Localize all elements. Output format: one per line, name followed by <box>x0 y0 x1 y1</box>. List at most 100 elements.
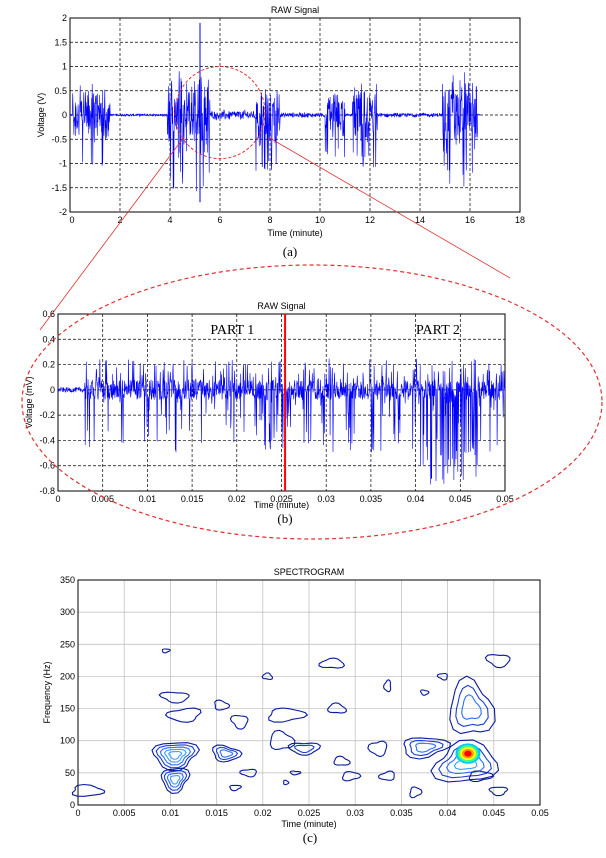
contour-line <box>318 657 346 669</box>
contour-line <box>166 772 184 788</box>
x-tick-label: 12 <box>365 215 375 225</box>
y-tick-label: 150 <box>60 704 75 714</box>
x-tick-label: 16 <box>465 215 475 225</box>
y-tick-label: -2 <box>59 207 67 217</box>
y-tick-label: 300 <box>60 607 75 617</box>
x-tick-label: 18 <box>515 215 525 225</box>
contour-line <box>229 714 249 730</box>
y-tick-label: -1 <box>59 159 67 169</box>
x-tick-label: 0.02 <box>254 808 272 818</box>
contour-line <box>163 770 188 791</box>
y-tick-label: -0.4 <box>39 435 55 445</box>
plot-frame <box>77 579 541 806</box>
contour-line <box>461 694 482 720</box>
contour-line <box>212 744 243 763</box>
contour-line <box>239 768 257 778</box>
y-tick-label: 0 <box>70 800 75 810</box>
figure-caption: (b) <box>277 511 292 526</box>
contour-line <box>159 746 192 766</box>
x-tick-label: 4 <box>167 215 172 225</box>
y-tick-label: -0.8 <box>39 486 55 496</box>
x-tick-label: 0.04 <box>407 494 425 504</box>
contour-line <box>484 654 511 669</box>
y-tick-label: 0 <box>50 385 55 395</box>
contour-line <box>268 707 309 723</box>
x-axis-label: Time (minute) <box>281 819 336 829</box>
y-tick-label: 0.2 <box>42 360 55 370</box>
highlight-ellipse <box>174 66 266 160</box>
contour-line <box>287 742 322 756</box>
y-tick-label: 0.4 <box>42 334 55 344</box>
contour-line <box>327 702 348 714</box>
contour-line <box>377 770 395 781</box>
plot-frame <box>57 313 506 492</box>
contour-line <box>383 679 392 693</box>
contour-line <box>430 739 500 783</box>
x-tick-label: 0.03 <box>346 808 364 818</box>
contour-line <box>219 749 234 758</box>
chart-title: SPECTROGRAM <box>274 567 345 577</box>
x-tick-label: 0.01 <box>139 494 157 504</box>
part-label: PART 2 <box>416 323 460 338</box>
contour-line <box>438 744 492 779</box>
contour-line <box>169 775 181 785</box>
contour-line <box>155 744 196 769</box>
contour-line <box>168 750 183 760</box>
y-tick-label: 0.6 <box>42 309 55 319</box>
contour-line <box>215 746 239 761</box>
signal-trace <box>69 71 481 192</box>
contour-line <box>468 770 495 783</box>
chart-title: RAW Signal <box>257 301 305 311</box>
contour-line <box>415 742 437 753</box>
part-label: PART 1 <box>210 323 254 338</box>
signal-trace-zoomed <box>57 358 506 485</box>
y-tick-label: 350 <box>60 575 75 585</box>
figure-caption: (a) <box>283 244 297 259</box>
contour-line <box>333 755 351 766</box>
contour-line <box>151 742 201 772</box>
contour-line <box>229 784 243 792</box>
y-tick-label: 0 <box>62 110 67 120</box>
x-tick-label: 2 <box>117 215 122 225</box>
zoom-line-left <box>39 136 185 331</box>
x-tick-label: 0.02 <box>228 494 246 504</box>
x-tick-label: 14 <box>415 215 425 225</box>
y-axis-label: Frequency (Hz) <box>42 661 52 723</box>
x-tick-label: 0.01 <box>162 808 180 818</box>
chart-title: RAW Signal <box>271 5 319 15</box>
contour-line <box>283 779 290 786</box>
y-tick-label: 0.5 <box>54 86 67 96</box>
x-tick-label: 0 <box>69 215 74 225</box>
y-tick-label: 200 <box>60 671 75 681</box>
contour-line <box>160 767 191 794</box>
contour-line <box>409 740 444 757</box>
contour-line <box>289 770 302 776</box>
contour-line <box>214 699 231 711</box>
x-tick-label: 0.035 <box>390 808 413 818</box>
y-tick-label: -0.5 <box>51 134 67 144</box>
y-axis-label: Voltage (mV) <box>24 376 34 428</box>
y-tick-label: 2 <box>62 13 67 23</box>
x-tick-label: 0 <box>55 494 60 504</box>
y-tick-label: 1 <box>62 62 67 72</box>
contour-line <box>409 786 423 799</box>
hotspot-level <box>464 750 472 757</box>
x-tick-label: 0.04 <box>439 808 457 818</box>
y-axis-label: Voltage (V) <box>36 93 46 138</box>
contour-line <box>161 648 171 654</box>
spectrogram-contours <box>71 648 511 799</box>
contour-line <box>488 786 509 797</box>
chart-2-grid <box>78 580 540 805</box>
contour-line <box>269 729 296 751</box>
contour-line <box>261 672 274 681</box>
y-tick-label: -1.5 <box>51 183 67 193</box>
contour-line <box>455 684 489 727</box>
contour-line <box>164 707 202 723</box>
x-tick-label: 0.05 <box>496 494 514 504</box>
zoom-ellipse <box>21 264 603 540</box>
x-axis-label: Time (minute) <box>254 500 309 510</box>
x-axis-label: Time (minute) <box>267 228 322 238</box>
x-tick-label: 6 <box>217 215 222 225</box>
x-tick-label: 8 <box>267 215 272 225</box>
